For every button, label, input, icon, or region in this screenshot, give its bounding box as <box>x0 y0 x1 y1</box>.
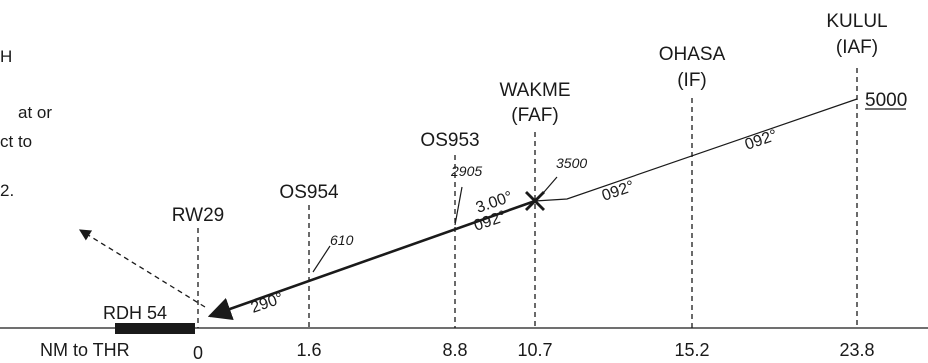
side-note-line-3: ct to <box>0 132 32 151</box>
side-note-line-2: at or <box>18 103 52 122</box>
altitude-wakme: 3500 <box>556 155 587 171</box>
leader-os953-altitude <box>454 186 463 226</box>
final-approach-path <box>207 199 536 321</box>
distance-rw29: 0 <box>193 343 203 363</box>
side-note-line-1: H <box>0 47 12 66</box>
fix-name-os953: OS953 <box>420 130 479 151</box>
fix-role-kulul: (IAF) <box>836 37 878 58</box>
rdh-label: RDH 54 <box>103 303 167 323</box>
distance-os954: 1.6 <box>296 340 321 360</box>
leader-os954-altitude <box>312 245 331 273</box>
course-final-segment: 290° <box>249 290 286 317</box>
fix-name-ohasa: OHASA <box>659 44 726 65</box>
distance-ohasa: 15.2 <box>674 340 709 360</box>
fix-role-ohasa: (IF) <box>677 70 707 91</box>
intermediate-segment <box>534 98 858 202</box>
missed-approach-arrow <box>79 229 206 308</box>
runway-symbol <box>115 323 195 334</box>
fix-name-wakme: WAKME <box>499 80 570 101</box>
distance-os953: 8.8 <box>442 340 467 360</box>
altitude-os954: 610 <box>330 232 354 248</box>
distance-axis-label: NM to THR <box>40 340 130 360</box>
altitude-kulul: 5000 <box>865 90 907 111</box>
course-wakme-ohasa: 092° <box>600 178 637 205</box>
fix-name-rw29: RW29 <box>172 205 224 226</box>
altitude-os953: 2905 <box>450 163 482 179</box>
fix-name-kulul: KULUL <box>826 11 887 32</box>
side-note-line-4: 2. <box>0 181 14 200</box>
fix-role-wakme: (FAF) <box>511 105 559 126</box>
course-ohasa-kulul: 092° <box>743 127 780 154</box>
distance-wakme: 10.7 <box>517 340 552 360</box>
leader-wakme-altitude <box>537 176 558 200</box>
distance-kulul: 23.8 <box>839 340 874 360</box>
fix-name-os954: OS954 <box>279 182 339 203</box>
